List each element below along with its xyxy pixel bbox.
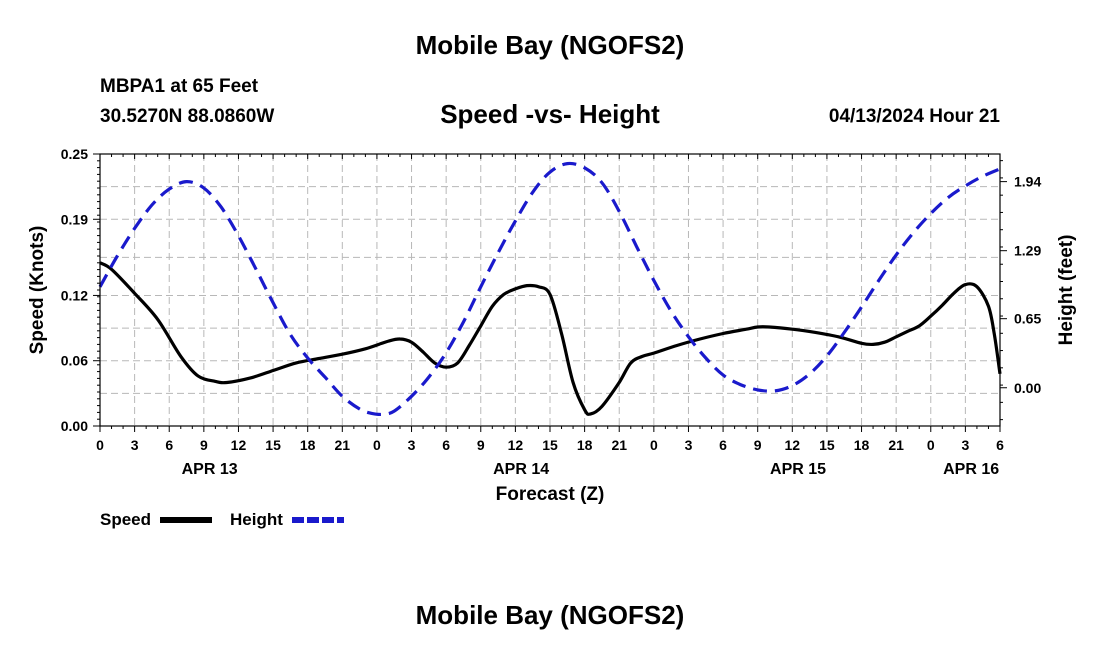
y-tick-label-left: 0.06 bbox=[61, 353, 88, 369]
y-tick-label-right: 1.29 bbox=[1014, 243, 1041, 259]
y-tick-label-left: 0.12 bbox=[61, 287, 88, 303]
x-tick-label: 0 bbox=[927, 437, 935, 453]
station-label: MBPA1 at 65 Feet bbox=[100, 76, 259, 97]
x-tick-label: 12 bbox=[508, 437, 524, 453]
x-tick-label: 18 bbox=[577, 437, 593, 453]
x-tick-label: 18 bbox=[854, 437, 870, 453]
x-tick-label: 6 bbox=[165, 437, 173, 453]
x-tick-label: 9 bbox=[754, 437, 762, 453]
x-tick-label: 15 bbox=[265, 437, 281, 453]
chart-subtitle: Speed -vs- Height bbox=[440, 99, 660, 129]
series-line-speed bbox=[99, 261, 1002, 416]
y-axis-label-right: Height (feet) bbox=[1056, 235, 1077, 346]
y-tick-label-left: 0.25 bbox=[61, 146, 88, 162]
x-tick-label: 21 bbox=[335, 437, 351, 453]
y-tick-label-left: 0.00 bbox=[61, 418, 88, 434]
x-tick-label: 3 bbox=[685, 437, 693, 453]
forecast-datetime: 04/13/2024 Hour 21 bbox=[828, 106, 1000, 127]
x-axis-label: Forecast (Z) bbox=[496, 484, 605, 505]
legend: Speed Height bbox=[100, 510, 344, 529]
day-label: APR 16 bbox=[943, 461, 999, 478]
legend-label-height: Height bbox=[230, 510, 283, 529]
x-tick-label: 0 bbox=[373, 437, 381, 453]
x-tick-label: 6 bbox=[719, 437, 727, 453]
series-line-height bbox=[98, 161, 1001, 417]
footer-title: Mobile Bay (NGOFS2) bbox=[415, 600, 685, 630]
y-axis-label-left: Speed (Knots) bbox=[27, 226, 48, 355]
x-tick-label: 6 bbox=[996, 437, 1004, 453]
x-tick-label: 0 bbox=[96, 437, 104, 453]
y-tick-label-right: 0.00 bbox=[1014, 380, 1041, 396]
x-tick-label: 18 bbox=[300, 437, 316, 453]
x-tick-label: 9 bbox=[200, 437, 208, 453]
x-tick-label: 12 bbox=[231, 437, 247, 453]
legend-label-speed: Speed bbox=[100, 510, 151, 529]
x-tick-label: 21 bbox=[888, 437, 904, 453]
chart-title: Mobile Bay (NGOFS2) bbox=[415, 30, 685, 60]
y-tick-label-right: 1.94 bbox=[1014, 174, 1041, 190]
x-tick-label: 0 bbox=[650, 437, 658, 453]
series-group bbox=[98, 161, 1002, 417]
x-tick-label: 15 bbox=[819, 437, 835, 453]
x-tick-label: 3 bbox=[961, 437, 969, 453]
x-tick-label: 3 bbox=[131, 437, 139, 453]
coordinates-label: 30.5270N 88.0860W bbox=[100, 106, 275, 127]
grid bbox=[100, 154, 1000, 426]
axes: 0 3 6 9 12 15 18 21 0 3 6 9 12 15 18 21 0 3 6 9 12 15 18 21 0 3 6A… bbox=[27, 146, 1077, 505]
x-tick-label: 15 bbox=[542, 437, 558, 453]
x-tick-label: 21 bbox=[611, 437, 627, 453]
day-label: APR 14 bbox=[493, 461, 549, 478]
x-tick-label: 6 bbox=[442, 437, 450, 453]
y-tick-label-right: 0.65 bbox=[1014, 311, 1041, 327]
day-label: APR 13 bbox=[182, 461, 238, 478]
x-tick-label: 3 bbox=[408, 437, 416, 453]
day-label: APR 15 bbox=[770, 461, 826, 478]
x-tick-label: 12 bbox=[785, 437, 801, 453]
y-tick-label-left: 0.19 bbox=[61, 211, 88, 227]
x-tick-label: 9 bbox=[477, 437, 485, 453]
